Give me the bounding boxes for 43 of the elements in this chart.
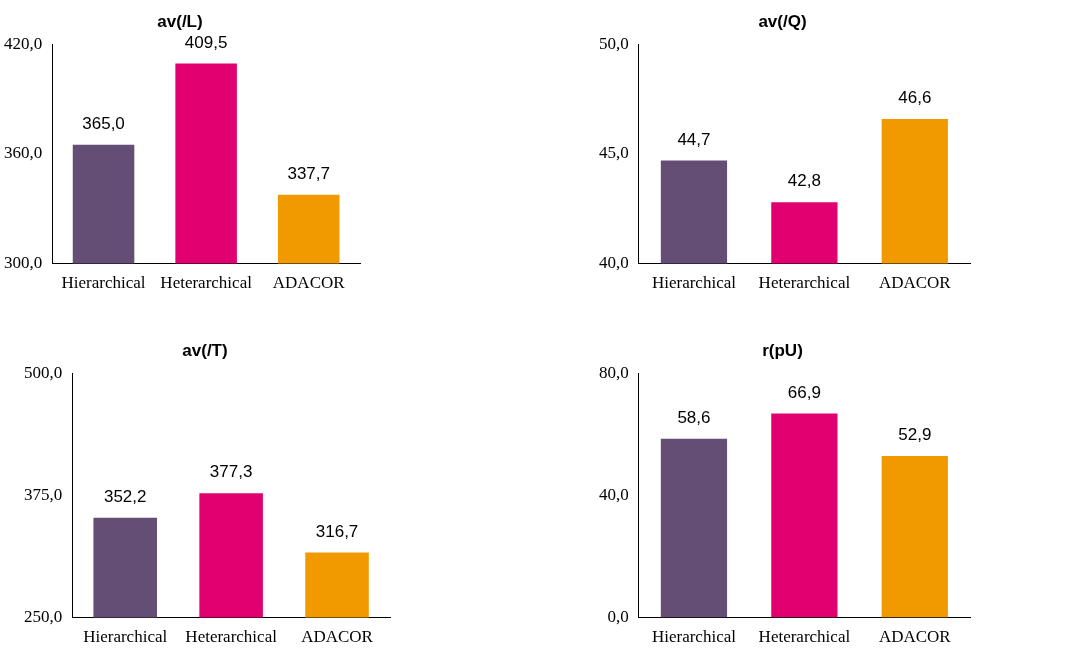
data-label: 365,0: [82, 114, 125, 134]
chart-title: r(pU): [762, 340, 803, 360]
data-label: 377,3: [209, 462, 253, 482]
y-tick-label: 0,0: [607, 607, 629, 627]
data-label: 337,7: [287, 163, 330, 183]
x-tick-label: ADACOR: [878, 273, 952, 293]
data-label: 58,6: [677, 407, 711, 427]
y-tick-label: 80,0: [599, 362, 629, 382]
chart-title: av(/T): [182, 340, 228, 360]
data-label: 42,8: [787, 171, 821, 191]
x-tick-label: ADACOR: [272, 273, 346, 293]
x-tick-label: Heterarchical: [160, 273, 253, 293]
y-tick-label: 50,0: [599, 33, 629, 53]
data-label: 352,2: [103, 486, 147, 506]
x-tick-label: ADACOR: [878, 627, 952, 647]
y-tick-label: 40,0: [599, 484, 629, 504]
bar: [771, 413, 838, 618]
bar: [881, 456, 948, 618]
y-tick-label: 250,0: [24, 607, 63, 627]
x-tick-label: Heterarchical: [185, 627, 278, 647]
data-label: 46,6: [898, 88, 932, 108]
data-label: 316,7: [315, 521, 359, 541]
data-label: 409,5: [184, 32, 228, 52]
y-tick-label: 300,0: [4, 253, 43, 273]
chart-title: av(/L): [157, 11, 203, 31]
x-tick-label: Heterarchical: [758, 627, 851, 647]
y-tick-label: 45,0: [599, 143, 629, 163]
y-tick-label: 360,0: [4, 143, 43, 163]
data-label: 66,9: [787, 382, 821, 402]
x-tick-label: Hierarchical: [83, 627, 168, 647]
data-label: 44,7: [677, 129, 711, 149]
x-tick-label: ADACOR: [301, 627, 374, 647]
bar: [660, 438, 728, 618]
y-tick-label: 40,0: [599, 253, 629, 273]
x-tick-label: Heterarchical: [758, 273, 851, 293]
x-tick-label: Hierarchical: [651, 273, 737, 293]
x-tick-label: Hierarchical: [651, 627, 737, 647]
chart-title: av(/Q): [758, 11, 807, 31]
x-tick-label: Hierarchical: [61, 273, 146, 293]
y-tick-label: 500,0: [24, 362, 63, 382]
data-label: 52,9: [898, 425, 932, 445]
y-tick-label: 375,0: [24, 484, 63, 504]
y-tick-label: 420,0: [4, 33, 43, 53]
